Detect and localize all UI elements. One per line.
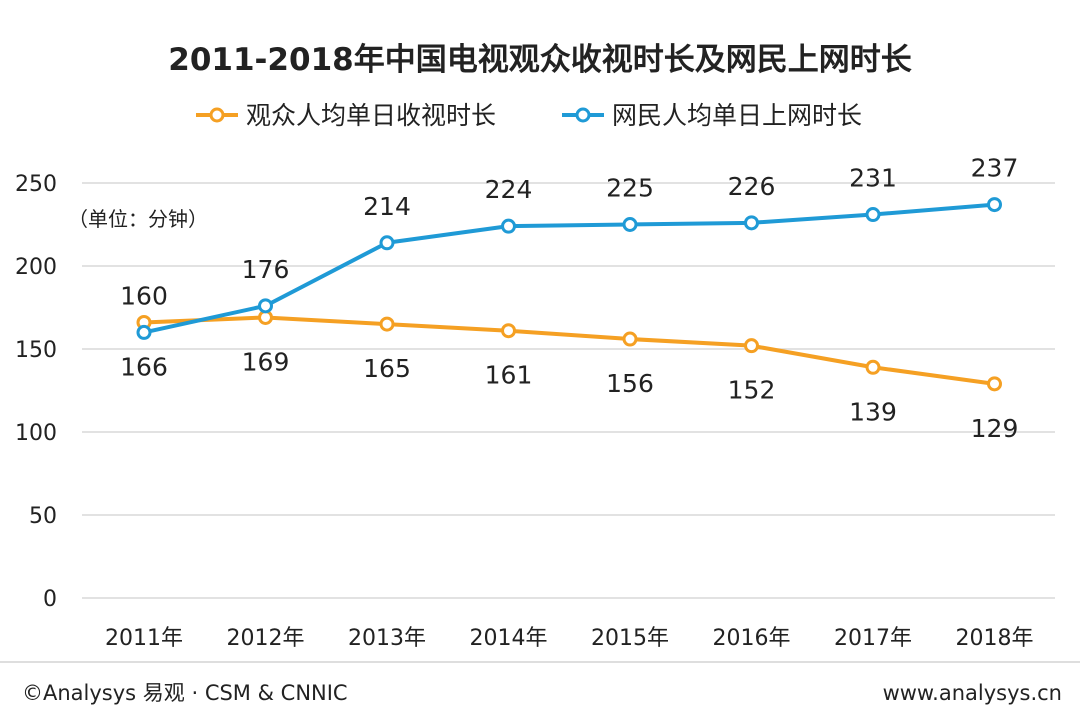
x-tick-label: 2012年 [227,626,305,651]
data-label: 214 [363,192,411,221]
data-label: 169 [242,347,290,376]
data-label: 226 [728,172,776,201]
data-label: 139 [849,397,897,426]
data-label: 152 [728,376,776,405]
data-point [622,217,638,232]
legend-swatch-marker-internet [575,107,591,123]
x-tick-label: 2014年 [470,626,548,651]
x-tick-label: 2013年 [348,626,426,651]
legend-swatch-marker-tv [209,107,225,123]
data-label: 129 [971,414,1019,443]
y-tick-label: 0 [43,587,57,612]
data-point [379,316,395,332]
data-point [865,207,881,223]
data-point [136,324,152,340]
unit-label: （单位：分钟） [68,207,208,231]
footer-website: www.analysys.cn [883,681,1062,705]
data-point [622,331,638,347]
data-point [987,376,1002,392]
data-label: 160 [120,281,168,310]
y-tick-label: 100 [15,421,57,446]
data-label: 156 [606,369,654,398]
y-tick-label: 250 [15,172,57,197]
x-tick-label: 2018年 [956,626,1034,651]
legend-label-tv: 观众人均单日收视时长 [246,101,496,130]
data-point [501,218,516,234]
data-label: 166 [120,352,168,381]
data-point [379,235,395,251]
y-axis-ticks: 0 50 100 150 200 250 [15,172,57,612]
data-label: 224 [485,175,533,204]
y-tick-label: 50 [29,504,57,529]
data-label: 237 [971,154,1019,183]
data-point [987,197,1002,213]
y-tick-label: 150 [15,338,57,363]
chart-title: 2011-2018年中国电视观众收视时长及网民上网时长 [168,42,911,78]
x-tick-label: 2017年 [834,626,912,651]
data-point [865,359,881,375]
data-point [744,338,759,354]
data-point [744,215,759,231]
y-tick-label: 200 [15,255,57,280]
data-label: 165 [363,354,411,383]
footer-source: ©Analysys 易观 · CSM & CNNIC [22,681,348,705]
x-tick-label: 2015年 [591,626,669,651]
data-label: 176 [242,255,290,284]
x-tick-label: 2011年 [105,626,183,651]
data-label: 231 [849,164,897,193]
series-line-0 [143,315,995,386]
legend-label-internet: 网民人均单日上网时长 [612,101,862,130]
data-point [258,298,273,314]
x-axis-ticks: 2011年 2012年 2013年 2014年 2015年 2016年 2017年 2018年 [105,626,1034,651]
data-point [501,323,516,339]
data-label: 225 [606,174,654,203]
x-tick-label: 2016年 [713,626,791,651]
data-labels: 166 169 165 161 156 152 139 129 160 176 214 224 225 2… [120,154,1018,443]
series-group [136,197,1002,392]
gridlines [82,182,1055,599]
series-line-1 [143,202,995,335]
data-label: 161 [485,361,533,390]
legend: 观众人均单日收视时长 网民人均单日上网时长 [196,101,862,130]
